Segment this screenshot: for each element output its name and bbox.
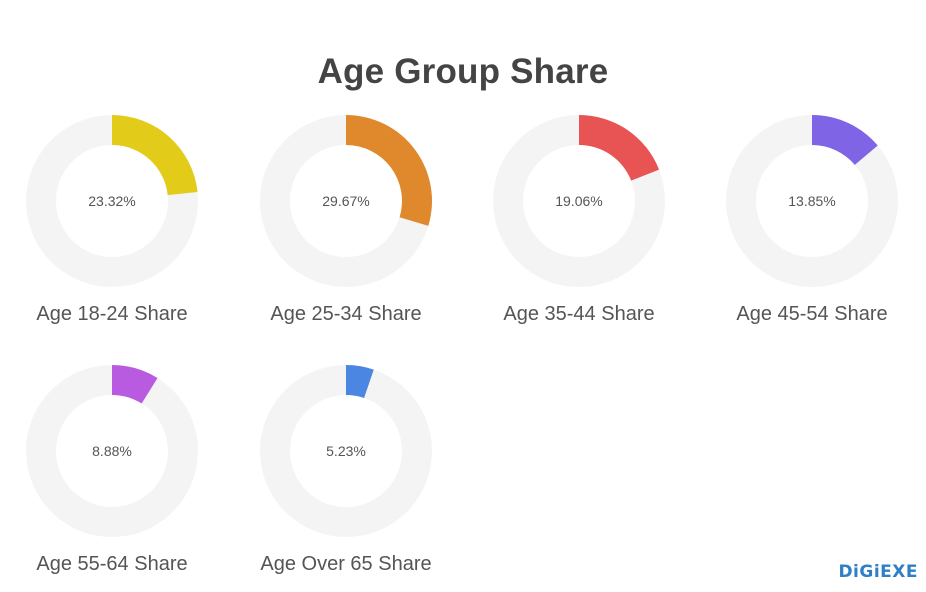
donut-value-label: 13.85% bbox=[788, 193, 835, 209]
donut-value-label: 23.32% bbox=[88, 193, 135, 209]
donut-category-label: Age 55-64 Share bbox=[36, 553, 188, 575]
donut-category-label: Age 18-24 Share bbox=[36, 303, 188, 325]
donut-svg: 5.23% bbox=[260, 365, 432, 537]
donut-value-label: 8.88% bbox=[92, 443, 132, 459]
donut-svg: 13.85% bbox=[726, 115, 898, 287]
donut-chart: 8.88% Age 55-64 Share bbox=[2, 363, 222, 576]
donut-category-label: Age 45-54 Share bbox=[736, 303, 888, 325]
donut-value-label: 29.67% bbox=[322, 193, 369, 209]
donut-chart: 29.67% Age 25-34 Share bbox=[236, 113, 456, 326]
donut-value-label: 19.06% bbox=[555, 193, 602, 209]
donut-arc bbox=[579, 115, 660, 181]
donut-category-label: Age 25-34 Share bbox=[270, 303, 422, 325]
donut-value-label: 5.23% bbox=[326, 443, 366, 459]
donut-category-label: Age Over 65 Share bbox=[260, 553, 432, 575]
brand-logo: DiGiEXE bbox=[838, 562, 918, 582]
donut-chart: 13.85% Age 45-54 Share bbox=[702, 113, 922, 326]
donut-svg: 23.32% bbox=[26, 115, 198, 287]
donut-arc bbox=[112, 365, 158, 404]
chart-title: Age Group Share bbox=[317, 52, 609, 91]
donut-arc bbox=[112, 115, 198, 196]
donut-chart: 5.23% Age Over 65 Share bbox=[236, 363, 456, 576]
donut-svg: 19.06% bbox=[493, 115, 665, 287]
donut-svg: 29.67% bbox=[260, 115, 432, 287]
donut-arc bbox=[812, 115, 878, 165]
donut-category-label: Age 35-44 Share bbox=[503, 303, 655, 325]
donut-chart: 19.06% Age 35-44 Share bbox=[469, 113, 689, 326]
donut-arc bbox=[346, 115, 432, 226]
donut-svg: 8.88% bbox=[26, 365, 198, 537]
donut-chart: 23.32% Age 18-24 Share bbox=[2, 113, 222, 326]
donut-arc bbox=[346, 365, 374, 398]
